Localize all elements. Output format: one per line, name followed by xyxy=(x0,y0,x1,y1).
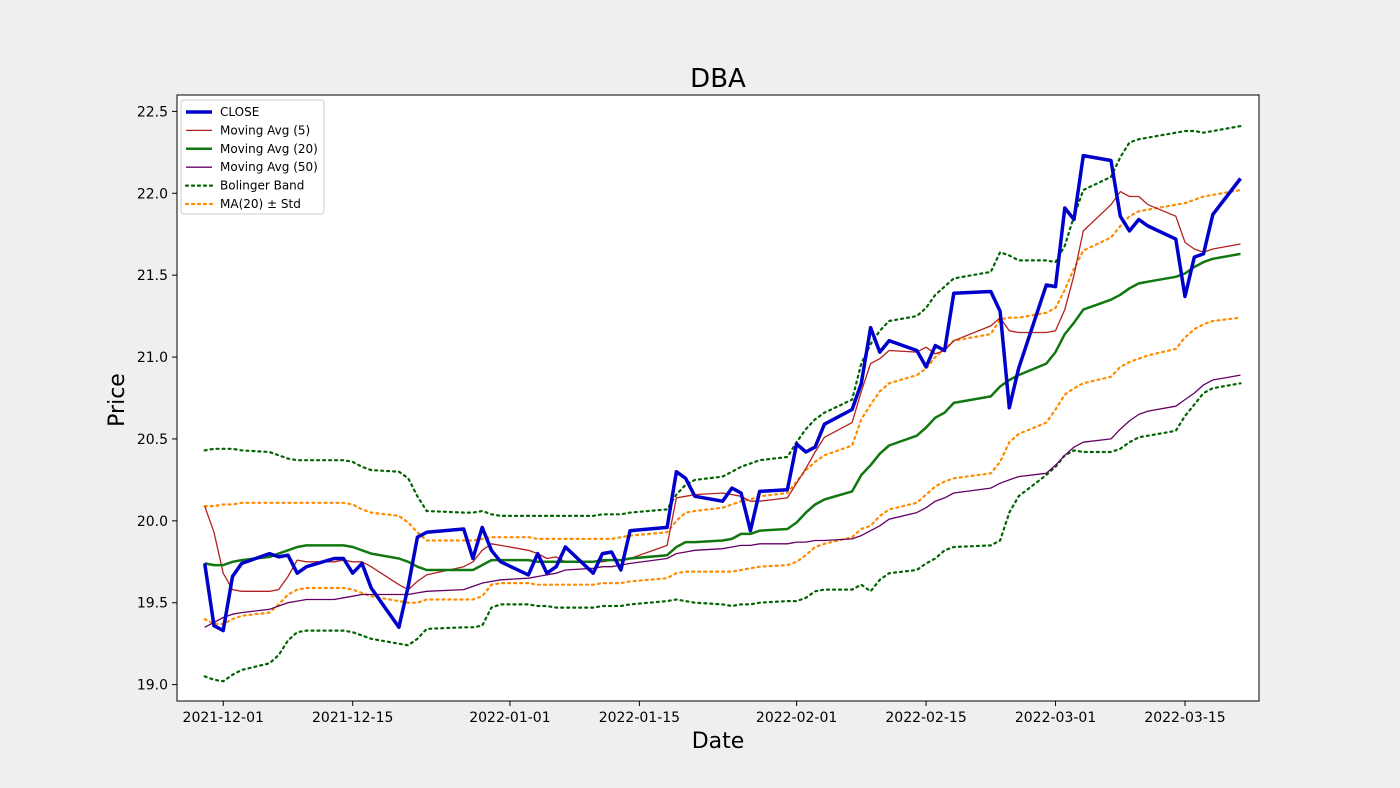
y-tick-label: 22.5 xyxy=(137,104,168,120)
legend: CLOSE Moving Avg (5) Moving Avg (20) Moving… xyxy=(180,99,325,215)
legend-entry-label: Moving Avg (20) xyxy=(220,142,318,156)
x-tick-label: 2022-02-01 xyxy=(756,710,837,726)
y-tick-label: 19.0 xyxy=(137,678,168,694)
legend-entry-label: Moving Avg (5) xyxy=(220,123,310,137)
series-line-close xyxy=(202,153,1242,633)
plot-area xyxy=(177,95,1259,701)
x-tick-label: 2022-01-15 xyxy=(599,710,680,726)
y-tick-label: 20.5 xyxy=(137,432,168,448)
axes-layer: 2021-12-01 2021-12-15 2022-01-01 2022-01-15… xyxy=(137,94,1260,726)
series-line-bolinger-band-lower xyxy=(203,382,1242,683)
x-axis-label: Date xyxy=(692,729,745,754)
y-tick-label: 22.0 xyxy=(137,186,168,202)
y-axis-label: Price xyxy=(105,373,130,427)
y-tick-label: 20.0 xyxy=(137,514,168,530)
series-line-moving-avg-50 xyxy=(204,374,1241,628)
legend-box xyxy=(180,99,325,215)
plot-background xyxy=(177,95,1259,701)
legend-entry-label: MA(20) ± Std xyxy=(220,197,301,211)
legend-entry-label: CLOSE xyxy=(220,105,259,119)
x-tick-label: 2021-12-15 xyxy=(312,710,393,726)
x-tick-label: 2022-01-01 xyxy=(469,710,550,726)
x-tick-label: 2022-02-15 xyxy=(885,710,966,726)
x-tick-label: 2022-03-01 xyxy=(1015,710,1096,726)
legend-entry-label: Bolinger Band xyxy=(220,179,304,193)
series-line-ma-20-std-lower xyxy=(203,316,1242,626)
chart-title: DBA xyxy=(690,64,746,94)
series-line-bolinger-band-upper xyxy=(203,124,1242,518)
series-line-moving-avg-20 xyxy=(204,252,1241,572)
series-layer xyxy=(202,124,1242,683)
y-tick-label: 21.5 xyxy=(137,268,168,284)
plot-frame xyxy=(176,94,1260,702)
y-tick-label: 21.0 xyxy=(137,350,168,366)
x-tick-label: 2021-12-01 xyxy=(183,710,264,726)
x-tick-label: 2022-03-15 xyxy=(1144,710,1225,726)
legend-entry-label: Moving Avg (50) xyxy=(220,160,318,174)
y-tick-label: 19.5 xyxy=(137,596,168,612)
series-line-ma-20-std-upper xyxy=(203,188,1242,542)
